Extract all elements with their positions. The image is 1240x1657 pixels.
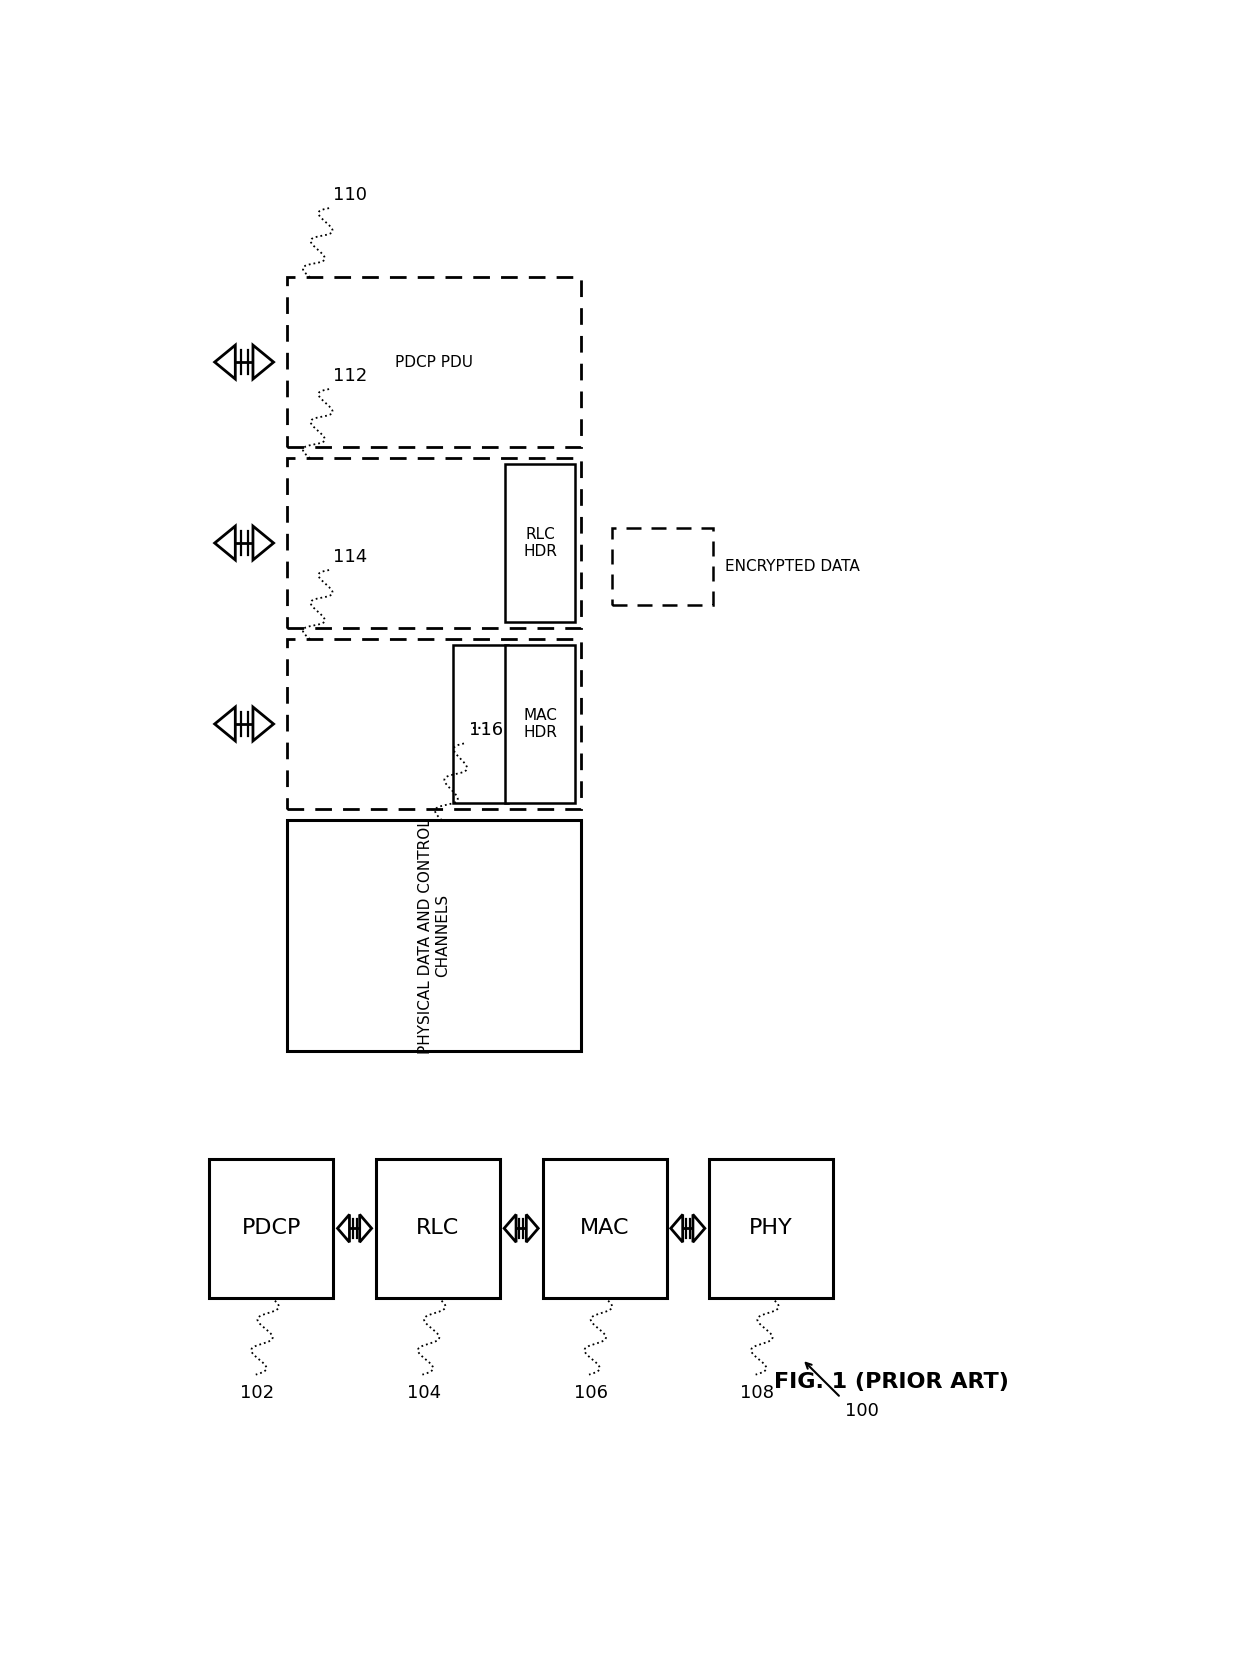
Text: 108: 108 xyxy=(740,1384,774,1402)
Polygon shape xyxy=(215,345,236,379)
Text: ENCRYPTED DATA: ENCRYPTED DATA xyxy=(724,558,859,573)
Text: 114: 114 xyxy=(334,548,367,567)
Polygon shape xyxy=(253,525,274,560)
Polygon shape xyxy=(253,708,274,741)
Text: ...: ... xyxy=(471,714,490,734)
Polygon shape xyxy=(215,525,236,560)
Text: 106: 106 xyxy=(574,1384,608,1402)
Text: PHYSICAL DATA AND CONTROL
CHANNELS: PHYSICAL DATA AND CONTROL CHANNELS xyxy=(418,819,450,1054)
Polygon shape xyxy=(526,1215,538,1243)
Polygon shape xyxy=(505,1215,516,1243)
Bar xyxy=(210,1158,334,1297)
Bar xyxy=(376,1158,500,1297)
Bar xyxy=(286,459,582,628)
Text: FIG. 1 (PRIOR ART): FIG. 1 (PRIOR ART) xyxy=(774,1372,1008,1392)
Bar xyxy=(286,640,582,809)
Polygon shape xyxy=(360,1215,372,1243)
Bar xyxy=(286,820,582,1051)
Text: 110: 110 xyxy=(334,186,367,204)
Polygon shape xyxy=(693,1215,704,1243)
Bar xyxy=(613,527,713,605)
Text: RLC
HDR: RLC HDR xyxy=(523,527,557,558)
Text: PHY: PHY xyxy=(749,1218,794,1238)
Text: 116: 116 xyxy=(469,721,503,739)
Polygon shape xyxy=(253,345,274,379)
Text: MAC: MAC xyxy=(580,1218,629,1238)
Text: 104: 104 xyxy=(407,1384,441,1402)
Bar xyxy=(506,645,575,804)
Text: PDCP: PDCP xyxy=(242,1218,301,1238)
Text: 112: 112 xyxy=(334,368,367,384)
Polygon shape xyxy=(337,1215,350,1243)
Text: MAC
HDR: MAC HDR xyxy=(523,708,557,741)
Polygon shape xyxy=(671,1215,683,1243)
Bar xyxy=(709,1158,833,1297)
Text: PDCP PDU: PDCP PDU xyxy=(396,355,472,370)
Bar xyxy=(506,464,575,621)
Text: 102: 102 xyxy=(241,1384,274,1402)
Text: RLC: RLC xyxy=(417,1218,460,1238)
Text: 100: 100 xyxy=(844,1402,879,1420)
Bar xyxy=(286,277,582,447)
Bar xyxy=(543,1158,667,1297)
Polygon shape xyxy=(215,708,236,741)
Bar xyxy=(454,645,507,804)
